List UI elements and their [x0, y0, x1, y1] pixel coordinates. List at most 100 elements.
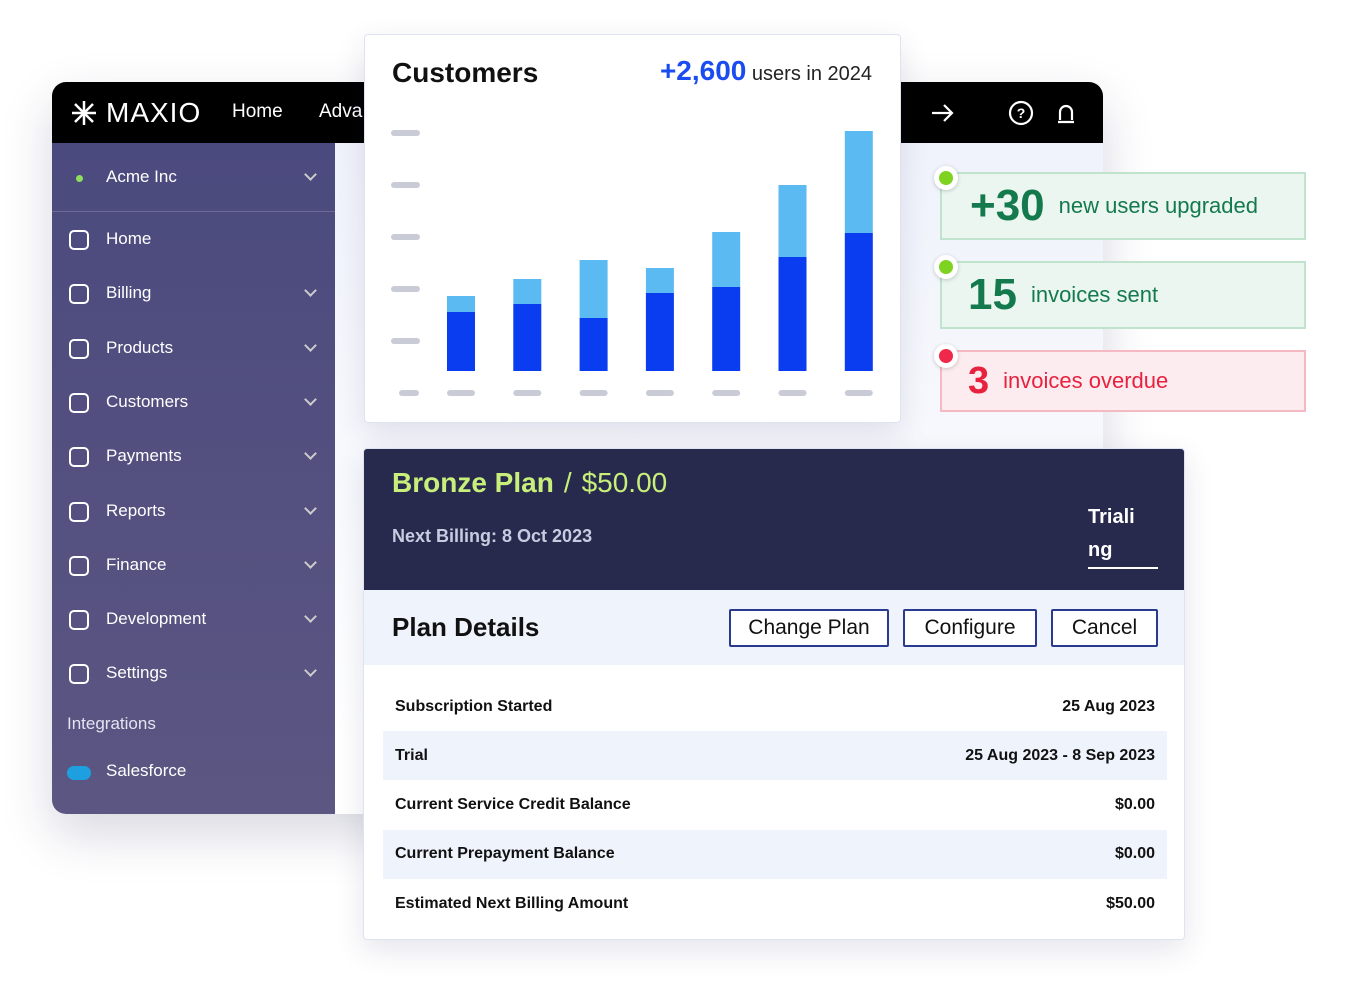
bar-segment — [844, 233, 873, 371]
menu-item[interactable]: Billing — [106, 283, 152, 303]
stat-value: +2,600 — [659, 55, 747, 86]
account-name[interactable]: Acme Inc — [106, 167, 177, 186]
axis-placeholder — [712, 390, 741, 396]
stat-label: users in 2024 — [751, 63, 872, 85]
bar-segment — [513, 279, 542, 304]
axis-placeholder — [391, 130, 420, 136]
menu-item[interactable]: Development — [106, 609, 207, 629]
axis-placeholder — [778, 390, 807, 396]
axis-placeholder — [447, 390, 475, 396]
row-label: Current Prepayment Balance — [395, 845, 615, 863]
bar-segment — [645, 268, 674, 293]
chev — [304, 338, 317, 352]
row-label: Current Service Credit Balance — [395, 796, 631, 814]
next-billing-label: Next Billing: — [392, 526, 498, 546]
plan-status: Trialing — [1088, 501, 1158, 569]
axis-placeholder — [579, 390, 608, 396]
next-billing-date: 8 Oct 2023 — [502, 526, 593, 546]
top-icons: ? — [932, 100, 1074, 126]
bar-segment — [645, 293, 674, 371]
cancel-button[interactable]: Cancel — [1051, 609, 1158, 647]
row-label: Estimated Next Billing Amount — [395, 894, 629, 912]
nav-item[interactable]: Home — [232, 101, 283, 122]
menu-item[interactable]: Products — [106, 337, 174, 357]
axis-placeholder — [391, 286, 420, 292]
divider — [52, 211, 335, 212]
menu-item[interactable]: Reports — [106, 500, 166, 520]
menu-icon — [69, 664, 89, 685]
row-label: Subscription Started — [395, 697, 553, 715]
menu-item[interactable]: Home — [106, 229, 152, 248]
axis-placeholder — [513, 390, 542, 396]
salesforce-icon — [67, 766, 91, 780]
integration-item[interactable]: Salesforce — [106, 761, 187, 780]
axis-placeholder — [391, 182, 420, 188]
details-title: Plan Details — [392, 612, 540, 642]
bar-segment — [579, 318, 608, 371]
detail-row: Estimated Next Billing Amount $50.00 — [383, 879, 1167, 928]
plan-header: Bronze Plan / $50.00 Next Billing: 8 Oct 2… — [364, 449, 1184, 590]
chev — [304, 555, 317, 569]
bar-segment — [712, 232, 741, 287]
notification-text: invoices overdue — [1003, 368, 1169, 393]
axis-placeholder — [391, 234, 420, 240]
brand: MAXIO — [106, 97, 202, 128]
axis-placeholder — [399, 390, 419, 396]
menu-icon — [69, 447, 89, 468]
row-label: Trial — [395, 746, 428, 764]
detail-row: Subscription Started 25 Aug 2023 — [383, 682, 1167, 731]
menu-icon — [69, 555, 89, 576]
axis-placeholder — [391, 338, 420, 344]
bar-segment — [778, 185, 807, 257]
detail-row: Current Prepayment Balance $0.00 — [383, 829, 1167, 879]
menu-icon — [69, 392, 89, 413]
row-value: $0.00 — [1114, 796, 1155, 814]
menu-icon — [69, 501, 89, 522]
chev — [304, 664, 317, 678]
change-plan-button[interactable]: Change Plan — [729, 609, 889, 647]
bar-segment — [447, 312, 475, 371]
menu-icon — [69, 610, 89, 631]
chev — [304, 610, 317, 623]
detail-row: Current Service Credit Balance $0.00 — [383, 781, 1167, 830]
menu-item[interactable]: Customers — [106, 391, 189, 411]
details-bar: Plan Details Change Plan Configure Cance… — [364, 590, 1184, 665]
menu-icon — [69, 230, 89, 250]
configure-button[interactable]: Configure — [903, 609, 1037, 647]
bar-segment — [513, 304, 542, 371]
status-dot — [934, 166, 958, 190]
bar-segment — [712, 287, 741, 371]
status-dot — [934, 344, 958, 368]
chev — [304, 447, 317, 461]
plan-card: Bronze Plan / $50.00 Next Billing: 8 Oct 2… — [363, 448, 1185, 940]
notification-text: invoices sent — [1030, 282, 1159, 307]
logo-icon — [72, 101, 96, 125]
notification-value: 3 — [968, 359, 990, 402]
menu-icon — [69, 284, 89, 305]
bar-segment — [778, 257, 807, 371]
plan-title: Bronze Plan / $50.00 — [392, 467, 668, 498]
menu-item[interactable]: Settings — [106, 663, 168, 683]
plan-name: Bronze Plan — [392, 467, 554, 498]
notification-value: +30 — [970, 181, 1045, 230]
bar-segment — [447, 296, 475, 312]
notification-text: new users upgraded — [1058, 193, 1258, 218]
next-billing: Next Billing: 8 Oct 2023 — [392, 526, 592, 547]
status-dot — [934, 255, 958, 279]
notification-value: 15 — [968, 270, 1017, 319]
axis-placeholder — [844, 390, 873, 396]
section-label: Integrations — [67, 714, 156, 733]
menu-item[interactable]: Payments — [106, 446, 182, 466]
axis-placeholder — [645, 390, 674, 396]
row-value: 25 Aug 2023 - 8 Sep 2023 — [965, 746, 1155, 764]
chev — [304, 501, 317, 515]
nav-item[interactable]: Adva — [319, 101, 363, 122]
plan-price: $50.00 — [581, 467, 668, 498]
row-value: $50.00 — [1106, 894, 1155, 912]
chev — [304, 393, 317, 406]
menu-item[interactable]: Finance — [106, 554, 167, 574]
card-stat: +2,600 users in 2024 — [660, 55, 872, 87]
